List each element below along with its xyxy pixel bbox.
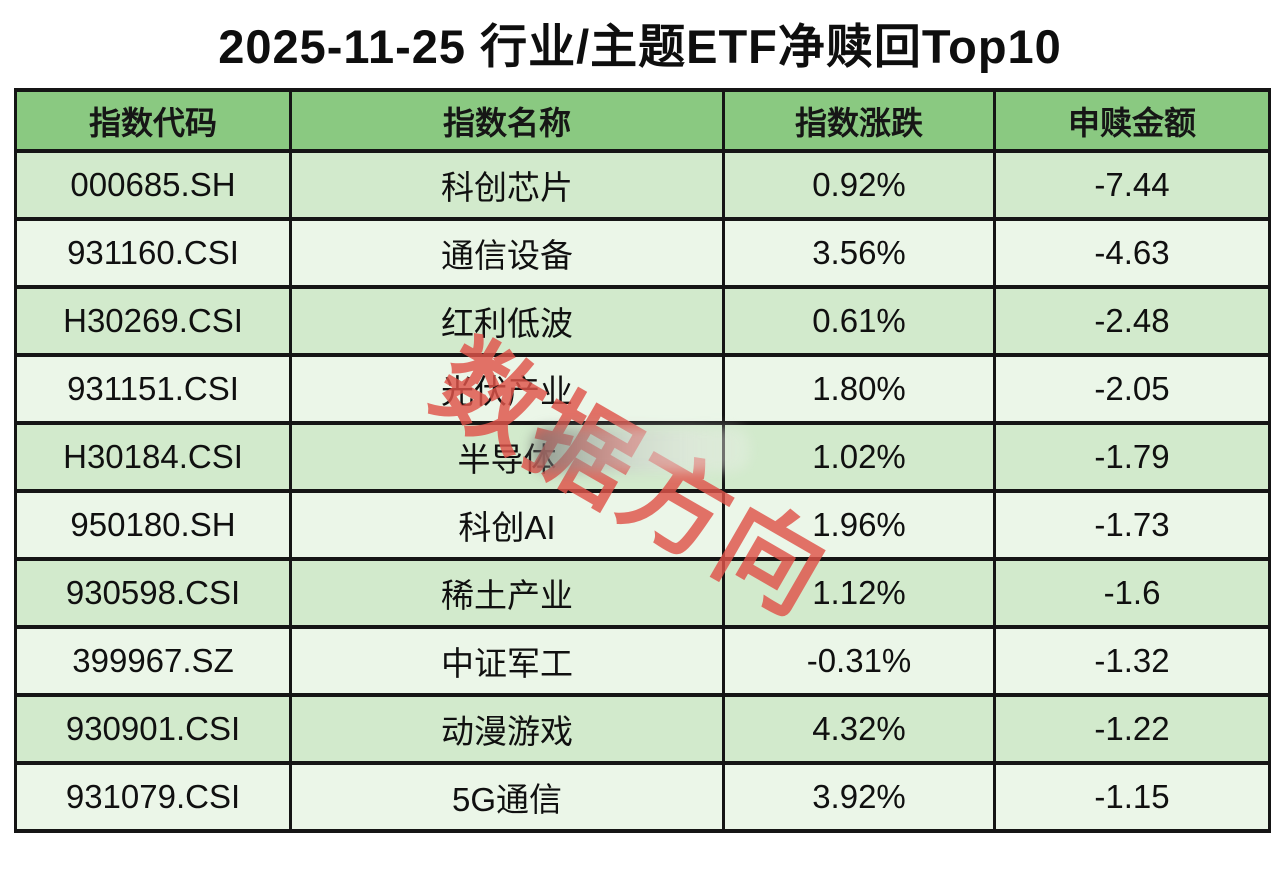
cell-index-change: 0.92%	[722, 149, 996, 221]
cell-index-change: -0.31%	[722, 625, 996, 697]
cell-index-code: 000685.SH	[14, 149, 292, 221]
cell-index-code: 399967.SZ	[14, 625, 292, 697]
cell-amount: -1.79	[993, 421, 1271, 493]
cell-index-change: 1.96%	[722, 489, 996, 561]
table-row: 930598.CSI 稀土产业 1.12% -1.6	[14, 557, 1271, 629]
cell-index-name: 通信设备	[289, 217, 725, 289]
column-header-index-name: 指数名称	[289, 88, 725, 153]
cell-index-change: 3.92%	[722, 761, 996, 833]
cell-index-code: H30269.CSI	[14, 285, 292, 357]
table-row: H30269.CSI 红利低波 0.61% -2.48	[14, 285, 1271, 357]
cell-index-change: 1.12%	[722, 557, 996, 629]
cell-index-change: 0.61%	[722, 285, 996, 357]
cell-amount: -1.73	[993, 489, 1271, 561]
cell-index-change: 3.56%	[722, 217, 996, 289]
cell-index-change: 1.02%	[722, 421, 996, 493]
cell-index-change: 1.80%	[722, 353, 996, 425]
cell-index-name: 半导体	[289, 421, 725, 493]
table-row: 000685.SH 科创芯片 0.92% -7.44	[14, 149, 1271, 221]
cell-amount: -2.05	[993, 353, 1271, 425]
cell-index-name: 动漫游戏	[289, 693, 725, 765]
cell-index-code: 931151.CSI	[14, 353, 292, 425]
page-title: 2025-11-25 行业/主题ETF净赎回Top10	[218, 20, 1062, 73]
etf-redemption-table: 指数代码 指数名称 指数涨跌 申赎金额 000685.SH 科创芯片 0.92%…	[14, 88, 1271, 833]
cell-index-code: 930598.CSI	[14, 557, 292, 629]
table-row: 950180.SH 科创AI 1.96% -1.73	[14, 489, 1271, 561]
cell-amount: -2.48	[993, 285, 1271, 357]
cell-index-code: 930901.CSI	[14, 693, 292, 765]
cell-index-name: 科创AI	[289, 489, 725, 561]
column-header-index-code: 指数代码	[14, 88, 292, 153]
table-row: H30184.CSI 半导体 1.02% -1.79	[14, 421, 1271, 493]
cell-amount: -1.15	[993, 761, 1271, 833]
cell-amount: -1.6	[993, 557, 1271, 629]
table-row: 931079.CSI 5G通信 3.92% -1.15	[14, 761, 1271, 833]
column-header-amount: 申赎金额	[993, 88, 1271, 153]
cell-index-name: 5G通信	[289, 761, 725, 833]
cell-index-code: 950180.SH	[14, 489, 292, 561]
cell-index-name: 稀土产业	[289, 557, 725, 629]
cell-index-code: H30184.CSI	[14, 421, 292, 493]
cell-index-code: 931079.CSI	[14, 761, 292, 833]
table-row: 931160.CSI 通信设备 3.56% -4.63	[14, 217, 1271, 289]
cell-amount: -1.32	[993, 625, 1271, 697]
cell-index-name: 中证军工	[289, 625, 725, 697]
cell-amount: -4.63	[993, 217, 1271, 289]
table-row: 930901.CSI 动漫游戏 4.32% -1.22	[14, 693, 1271, 765]
cell-index-name: 科创芯片	[289, 149, 725, 221]
cell-index-code: 931160.CSI	[14, 217, 292, 289]
cell-index-name: 光伏产业	[289, 353, 725, 425]
cell-index-name: 红利低波	[289, 285, 725, 357]
column-header-index-change: 指数涨跌	[722, 88, 996, 153]
cell-amount: -7.44	[993, 149, 1271, 221]
table-row: 399967.SZ 中证军工 -0.31% -1.32	[14, 625, 1271, 697]
cell-amount: -1.22	[993, 693, 1271, 765]
table-row: 931151.CSI 光伏产业 1.80% -2.05	[14, 353, 1271, 425]
table-header-row: 指数代码 指数名称 指数涨跌 申赎金额	[14, 88, 1271, 153]
cell-index-change: 4.32%	[722, 693, 996, 765]
